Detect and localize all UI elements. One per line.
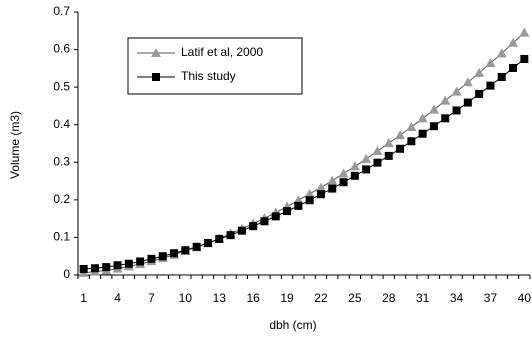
marker [384,151,393,160]
marker [395,130,406,140]
marker [226,231,235,240]
x-tick-label: 13 [213,291,227,305]
marker [124,259,133,268]
marker [203,239,212,248]
marker [475,89,484,98]
legend-marker [151,48,161,57]
y-tick-label: 0.4 [53,117,70,131]
marker [496,48,507,58]
legend-label: Latif et al, 2000 [181,45,263,59]
marker [350,171,359,180]
marker [451,86,462,96]
marker [417,113,428,123]
x-tick-label: 37 [484,291,498,305]
marker [315,182,326,192]
marker [485,58,496,68]
marker [428,104,439,114]
marker [383,138,394,148]
marker [418,129,427,138]
x-tick-label: 28 [382,291,396,305]
y-axis-label: Volume (m3) [8,111,22,179]
marker [407,137,416,146]
legend-box [127,37,303,95]
y-tick-label: 0.2 [53,192,70,206]
marker [113,261,122,270]
marker [170,249,179,258]
x-tick-label: 4 [114,291,121,305]
marker [316,190,325,199]
y-tick-label: 0.7 [53,4,70,18]
x-tick-label: 19 [280,291,294,305]
series-line [83,58,525,270]
marker [373,158,382,167]
x-tick-label: 34 [450,291,464,305]
marker [294,201,303,210]
marker [260,217,269,226]
marker [463,98,472,107]
marker [508,37,519,47]
marker [192,242,201,251]
marker [520,54,529,63]
series-line [83,32,525,274]
marker [271,212,280,221]
x-tick-label: 25 [348,291,362,305]
y-tick-label: 0.3 [53,154,70,168]
marker [396,144,405,153]
x-tick-label: 1 [80,291,87,305]
y-tick-label: 0.6 [53,42,70,56]
marker [362,165,371,174]
marker [90,264,99,273]
x-tick-label: 7 [148,291,155,305]
marker [249,222,258,231]
marker [361,153,372,163]
legend-label: This study [181,69,236,83]
legend-marker [152,73,160,81]
marker [328,184,337,193]
marker [497,72,506,81]
y-tick-label: 0.1 [53,230,70,244]
marker [147,254,156,263]
marker [372,146,383,156]
x-tick-label: 31 [416,291,430,305]
marker [509,63,518,72]
marker [462,77,473,87]
marker [486,81,495,90]
marker [440,95,451,105]
marker [283,207,292,216]
x-axis-label: dbh (cm) [269,318,316,332]
marker [474,67,485,77]
x-tick-label: 16 [246,291,260,305]
x-tick-label: 40 [518,291,532,305]
marker [338,168,349,178]
marker [102,263,111,272]
marker [136,257,145,266]
marker [327,175,338,185]
marker [237,226,246,235]
y-tick-label: 0.5 [53,79,70,93]
marker [339,178,348,187]
legend: Latif et al, 2000 This study [127,37,303,95]
marker [215,234,224,243]
marker [158,252,167,261]
x-tick-label: 22 [314,291,328,305]
marker [305,196,314,205]
marker [452,106,461,115]
marker [429,122,438,131]
marker [406,121,417,131]
y-tick-label: 0 [63,267,70,281]
marker [349,161,360,171]
marker [181,246,190,255]
x-tick-label: 10 [179,291,193,305]
marker [441,114,450,123]
marker [304,188,315,198]
marker [519,27,530,37]
marker [79,264,88,273]
